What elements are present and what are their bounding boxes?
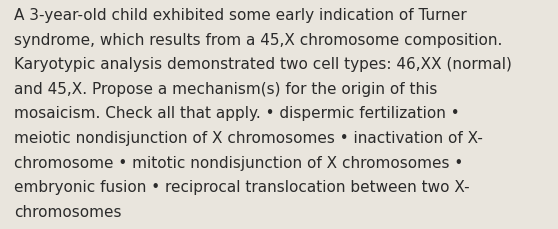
Text: embryonic fusion • reciprocal translocation between two X-: embryonic fusion • reciprocal translocat… xyxy=(14,180,470,194)
Text: Karyotypic analysis demonstrated two cell types: 46,XX (normal): Karyotypic analysis demonstrated two cel… xyxy=(14,57,512,72)
Text: A 3-year-old child exhibited some early indication of Turner: A 3-year-old child exhibited some early … xyxy=(14,8,466,23)
Text: and 45,X. Propose a mechanism(s) for the origin of this: and 45,X. Propose a mechanism(s) for the… xyxy=(14,82,437,96)
Text: chromosomes: chromosomes xyxy=(14,204,122,219)
Text: meiotic nondisjunction of X chromosomes • inactivation of X-: meiotic nondisjunction of X chromosomes … xyxy=(14,131,483,145)
Text: chromosome • mitotic nondisjunction of X chromosomes •: chromosome • mitotic nondisjunction of X… xyxy=(14,155,463,170)
Text: mosaicism. Check all that apply. • dispermic fertilization •: mosaicism. Check all that apply. • dispe… xyxy=(14,106,460,121)
Text: syndrome, which results from a 45,X chromosome composition.: syndrome, which results from a 45,X chro… xyxy=(14,33,502,47)
